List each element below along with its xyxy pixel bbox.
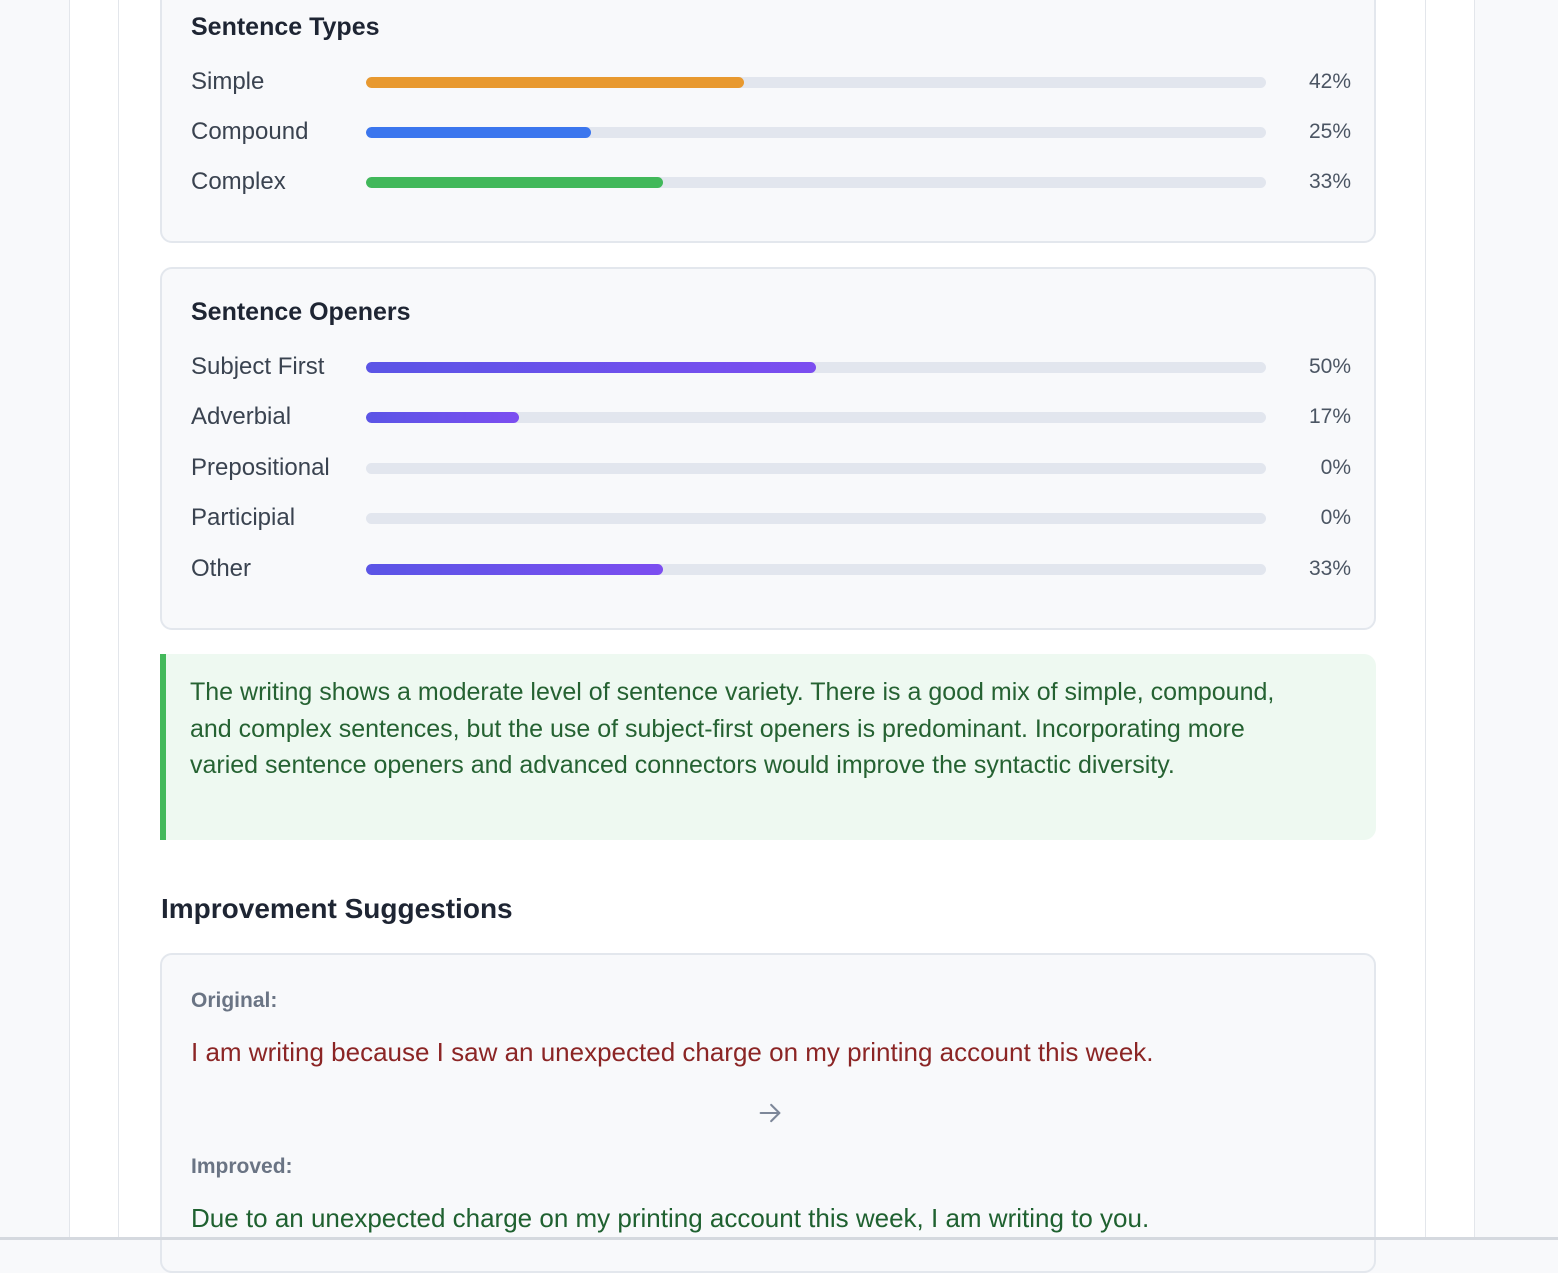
progress-track	[366, 412, 1266, 423]
sentence-type-label: Simple	[191, 68, 265, 95]
sentence-type-percent: 33%	[1308, 170, 1351, 193]
opener-row-other: Other 33%	[191, 551, 1351, 587]
sentence-type-row-simple: Simple 42%	[191, 64, 1351, 100]
sentence-type-row-compound: Compound 25%	[191, 114, 1351, 150]
progress-fill	[366, 127, 591, 138]
opener-percent: 0%	[1320, 506, 1351, 529]
progress-track	[366, 564, 1266, 575]
progress-track	[366, 463, 1266, 474]
improvement-suggestions-heading: Improvement Suggestions	[161, 893, 513, 924]
opener-label: Adverbial	[191, 403, 292, 430]
sentence-type-row-complex: Complex 33%	[191, 164, 1351, 200]
opener-label: Subject First	[191, 353, 325, 380]
progress-fill	[366, 77, 744, 88]
original-sentence: I am writing because I saw an unexpected…	[191, 1037, 1154, 1067]
progress-track	[366, 177, 1266, 188]
opener-label: Prepositional	[191, 454, 330, 481]
progress-track	[366, 513, 1266, 524]
opener-row-prepositional: Prepositional 0%	[191, 450, 1351, 486]
progress-track	[366, 127, 1266, 138]
sentence-type-percent: 42%	[1308, 70, 1351, 93]
sentence-type-percent: 25%	[1308, 120, 1351, 143]
sentence-openers-card: Sentence Openers Subject First 50% Adver…	[160, 267, 1376, 630]
arrow-right-icon	[759, 1103, 781, 1123]
opener-label: Other	[191, 555, 252, 582]
original-label: Original:	[191, 989, 278, 1012]
improved-label: Improved:	[191, 1155, 293, 1178]
opener-percent: 0%	[1320, 456, 1351, 479]
opener-percent: 50%	[1308, 355, 1351, 378]
sentence-types-card: Sentence Types Simple 42% Compound 25% C…	[160, 0, 1376, 243]
progress-fill	[366, 564, 663, 575]
improved-sentence: Due to an unexpected charge on my printi…	[191, 1203, 1150, 1233]
opener-row-participial: Participial 0%	[191, 500, 1351, 536]
sentence-openers-title: Sentence Openers	[191, 298, 411, 326]
sentence-type-label: Compound	[191, 118, 309, 145]
progress-track	[366, 362, 1266, 373]
opener-percent: 17%	[1308, 405, 1351, 428]
suggestion-card: Original: I am writing because I saw an …	[160, 953, 1376, 1273]
opener-percent: 33%	[1308, 557, 1351, 580]
progress-track	[366, 77, 1266, 88]
opener-row-subject-first: Subject First 50%	[191, 349, 1351, 385]
variety-summary-callout: The writing shows a moderate level of se…	[160, 654, 1376, 840]
progress-fill	[366, 412, 519, 423]
opener-label: Participial	[191, 504, 296, 531]
progress-fill	[366, 177, 663, 188]
window-bottom-edge	[0, 1237, 1558, 1240]
opener-row-adverbial: Adverbial 17%	[191, 399, 1351, 435]
progress-fill	[366, 362, 816, 373]
sentence-type-label: Complex	[191, 168, 286, 195]
variety-summary-text: The writing shows a moderate level of se…	[190, 678, 1275, 779]
sentence-types-title: Sentence Types	[191, 13, 380, 41]
